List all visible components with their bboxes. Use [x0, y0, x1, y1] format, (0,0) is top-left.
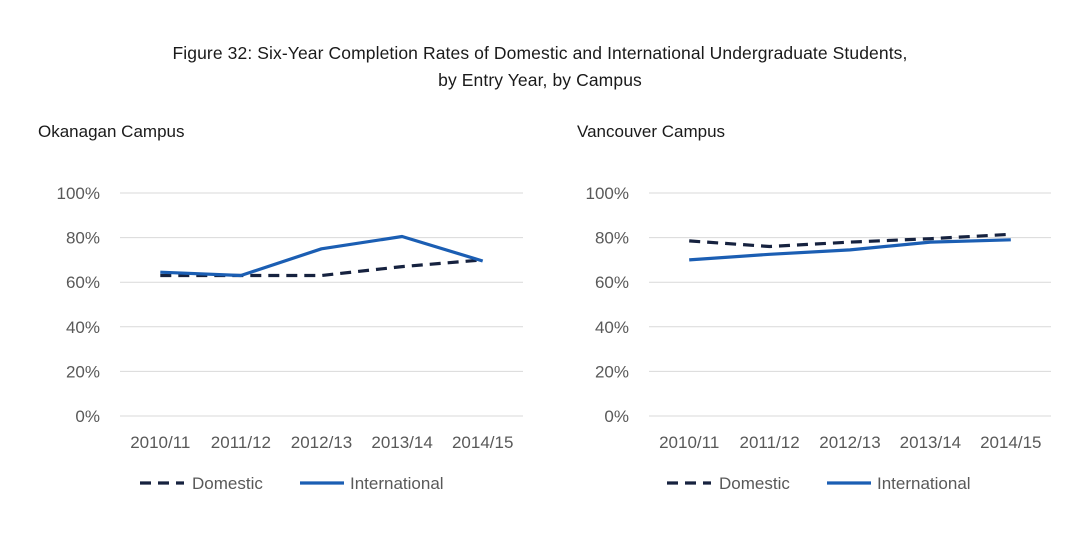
vancouver-y-tick-label: 80%: [595, 229, 629, 248]
vancouver-y-tick-label: 0%: [604, 407, 629, 426]
okanagan-legend-domestic-label: Domestic: [192, 474, 263, 493]
okanagan-x-tick-label: 2013/14: [371, 433, 432, 452]
okanagan-y-tick-label: 40%: [66, 318, 100, 337]
okanagan-y-tick-label: 100%: [57, 184, 100, 203]
vancouver-y-tick-label: 40%: [595, 318, 629, 337]
vancouver-x-tick-label: 2012/13: [819, 433, 880, 452]
figure-title: Figure 32: Six-Year Completion Rates of …: [0, 40, 1080, 94]
okanagan-y-tick-label: 60%: [66, 273, 100, 292]
vancouver-y-tick-label: 20%: [595, 362, 629, 381]
okanagan-x-tick-label: 2010/11: [130, 433, 190, 452]
okanagan-international-series-line: [160, 234, 484, 278]
okanagan-x-tick-label: 2011/12: [211, 433, 271, 452]
vancouver-x-tick-label: 2010/11: [659, 433, 719, 452]
figure-title-line-2: by Entry Year, by Campus: [438, 70, 642, 90]
okanagan-y-tick-label: 0%: [75, 407, 100, 426]
okanagan-y-tick-label: 80%: [66, 229, 100, 248]
okanagan-x-tick-label: 2012/13: [291, 433, 352, 452]
vancouver-chart-title: Vancouver Campus: [577, 122, 726, 141]
okanagan-chart-title: Okanagan Campus: [38, 122, 185, 141]
vancouver-x-tick-label: 2014/15: [980, 433, 1041, 452]
vancouver-y-tick-label: 60%: [595, 273, 629, 292]
okanagan-x-tick-label: 2014/15: [452, 433, 513, 452]
okanagan-y-tick-label: 20%: [66, 362, 100, 381]
vancouver-legend-international-label: International: [877, 474, 971, 493]
vancouver-international-series-line: [689, 238, 1011, 262]
vancouver-x-tick-label: 2013/14: [900, 433, 961, 452]
vancouver-y-tick-label: 100%: [586, 184, 629, 203]
okanagan-legend-international-label: International: [350, 474, 444, 493]
vancouver-legend-domestic-label: Domestic: [719, 474, 790, 493]
figure-title-line-1: Figure 32: Six-Year Completion Rates of …: [172, 43, 908, 63]
vancouver-x-tick-label: 2011/12: [739, 433, 799, 452]
